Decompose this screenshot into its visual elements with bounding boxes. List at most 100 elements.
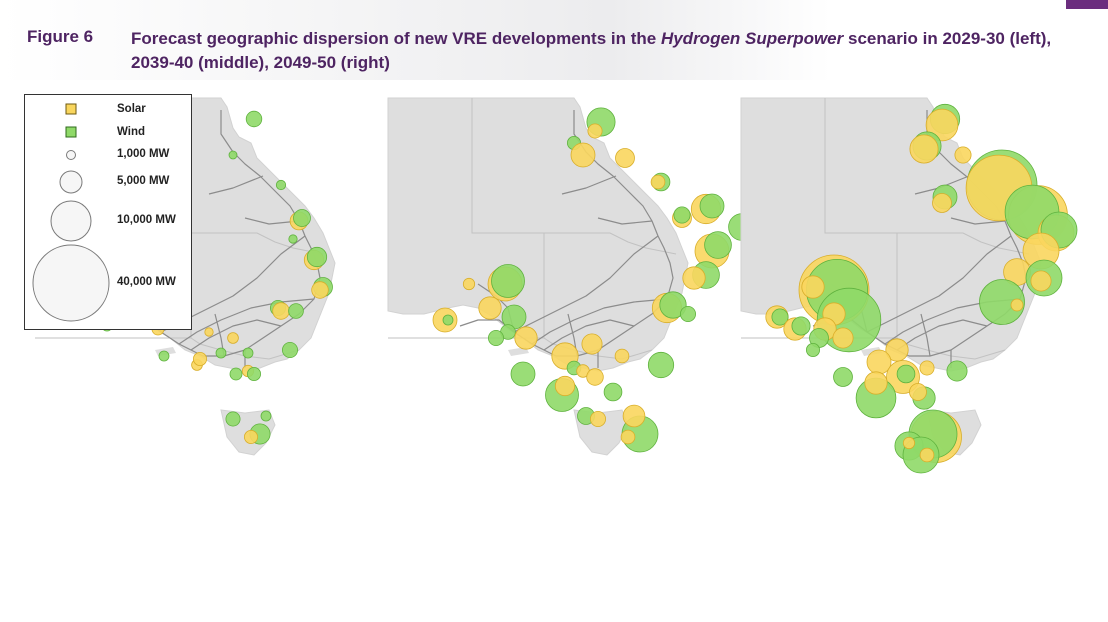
figure-title-part1: Forecast geographic dispersion of new VR… <box>131 29 661 48</box>
solar-bubble-2049-50-16 <box>1030 270 1052 292</box>
solar-bubble-2039-40-21 <box>462 277 476 291</box>
solar-bubble-2039-40-31 <box>614 348 630 364</box>
legend-size-1000-label: 1,000 MW <box>117 148 170 160</box>
solar-bubble-2039-40-22 <box>478 296 502 320</box>
solar-bubble-2039-40-37 <box>554 375 576 397</box>
solar-bubble-2049-50-39 <box>864 371 888 395</box>
transmission-line <box>190 319 282 351</box>
figure-label: Figure 6 <box>27 27 94 46</box>
wind-bubble-2029-30-28 <box>229 367 243 381</box>
legend-circle-1000 <box>66 150 76 160</box>
solar-bubble-2029-30-25 <box>192 351 207 366</box>
figure-title-part2: scenario in 2029-30 (left), 2039-40 (mid… <box>131 29 1052 72</box>
wind-bubble-2049-50-37 <box>833 367 853 387</box>
solar-bubble-2049-50-36 <box>919 360 935 376</box>
wind-bubble-2029-30-2 <box>275 179 287 191</box>
map-panel-2039-40 <box>387 97 756 456</box>
transmission-line <box>950 217 1006 225</box>
legend-circle-10000 <box>50 200 92 242</box>
solar-bubble-2039-40-4 <box>615 148 635 168</box>
wind-bubble-2049-50-17 <box>979 279 1025 325</box>
wind-bubble-2029-30-13 <box>281 341 298 358</box>
transmission-line <box>561 175 617 195</box>
transmission-line <box>896 319 988 351</box>
solar-bubble-2039-40-44 <box>620 429 636 445</box>
wind-bubble-2049-50-27 <box>791 316 811 336</box>
mainland-land <box>387 97 689 372</box>
wind-bubble-2029-30-7 <box>306 246 328 268</box>
transmission-line <box>556 110 674 357</box>
wind-bubble-2029-30-0 <box>245 110 263 128</box>
wind-bubble-2049-50-42 <box>946 360 968 382</box>
solar-bubble-2029-30-15 <box>227 332 239 344</box>
transmission-line <box>513 235 659 333</box>
wind-bubble-2039-40-13 <box>704 231 732 259</box>
solar-bubble-2049-50-32 <box>885 338 909 362</box>
solar-bubble-2039-40-1 <box>587 123 603 139</box>
solar-bubble-2049-50-30 <box>832 327 854 349</box>
wind-bubble-2039-40-8 <box>699 193 725 219</box>
legend-wind-swatch <box>65 126 77 138</box>
legend-wind-label: Wind <box>117 126 145 138</box>
figure-title-scenario: Hydrogen Superpower <box>660 29 844 48</box>
wind-bubble-2049-50-35 <box>896 364 916 384</box>
solar-bubble-2049-50-33 <box>866 349 892 375</box>
legend-symbols <box>32 103 110 322</box>
solar-bubble-2039-40-38 <box>586 368 604 386</box>
solar-bubble-2049-50-47 <box>919 447 935 463</box>
corner-accent-bar <box>1066 0 1108 9</box>
wind-bubble-2029-30-14 <box>242 347 254 359</box>
transmission-line <box>597 217 653 225</box>
solar-bubble-2049-50-41 <box>909 383 927 401</box>
wind-bubble-2039-40-20 <box>491 264 525 298</box>
state-border <box>824 98 897 234</box>
legend-solar-swatch <box>65 103 77 115</box>
wind-bubble-2029-30-5 <box>288 234 298 244</box>
wind-bubble-2039-40-28 <box>487 329 504 346</box>
wind-bubble-2039-40-35 <box>647 351 675 379</box>
solar-bubble-2039-40-15 <box>682 266 706 290</box>
wind-bubble-2039-40-18 <box>680 305 697 322</box>
solar-bubble-2049-50-21 <box>801 275 825 299</box>
legend-size-5000-label: 5,000 MW <box>117 175 170 187</box>
wind-bubble-2029-30-22 <box>158 350 170 362</box>
wind-bubble-2039-40-17 <box>659 291 687 319</box>
solar-bubble-2039-40-41 <box>590 410 607 427</box>
map-legend: Solar Wind 1,000 MW 5,000 MW 10,000 MW 4… <box>24 94 192 330</box>
legend-circle-40000 <box>32 244 110 322</box>
wind-bubble-2039-40-39 <box>603 382 623 402</box>
solar-bubble-2049-50-48 <box>902 436 916 450</box>
wind-bubble-2029-30-30 <box>225 411 241 427</box>
transmission-line <box>866 235 1012 333</box>
wind-bubble-2029-30-1 <box>228 150 238 160</box>
solar-bubble-2029-30-32 <box>243 429 258 444</box>
wind-bubble-2039-40-24 <box>442 314 454 326</box>
legend-size-40000-label: 40,000 MW <box>117 276 176 288</box>
map-panel-2049-50 <box>740 97 1078 474</box>
state-border <box>471 98 544 234</box>
wind-bubble-2029-30-4 <box>293 209 311 227</box>
wind-bubble-2029-30-33 <box>260 410 272 422</box>
solar-bubble-2049-50-18 <box>1010 298 1024 312</box>
solar-bubble-2039-40-27 <box>514 326 538 350</box>
figure-title: Forecast geographic dispersion of new VR… <box>131 27 1091 75</box>
wind-bubble-2029-30-27 <box>246 366 261 381</box>
solar-bubble-2029-30-29 <box>204 327 214 337</box>
wind-bubble-2029-30-24 <box>215 347 227 359</box>
solar-bubble-2039-40-3 <box>570 142 596 168</box>
wind-bubble-2049-50-31 <box>806 342 821 357</box>
header-background <box>0 0 1108 80</box>
solar-bubble-2029-30-9 <box>311 281 329 299</box>
solar-bubble-2039-40-30 <box>581 333 603 355</box>
transmission-line <box>208 175 264 195</box>
solar-bubble-2049-50-1 <box>925 108 959 142</box>
solar-bubble-2049-50-3 <box>909 134 939 164</box>
wind-bubble-2039-40-10 <box>673 206 691 224</box>
transmission-line <box>244 217 300 225</box>
transmission-line <box>920 313 931 357</box>
legend-circle-5000 <box>59 170 83 194</box>
transmission-line <box>543 319 635 351</box>
legend-solar-label: Solar <box>117 103 146 115</box>
transmission-line <box>178 298 315 345</box>
solar-bubble-2029-30-11 <box>272 302 290 320</box>
